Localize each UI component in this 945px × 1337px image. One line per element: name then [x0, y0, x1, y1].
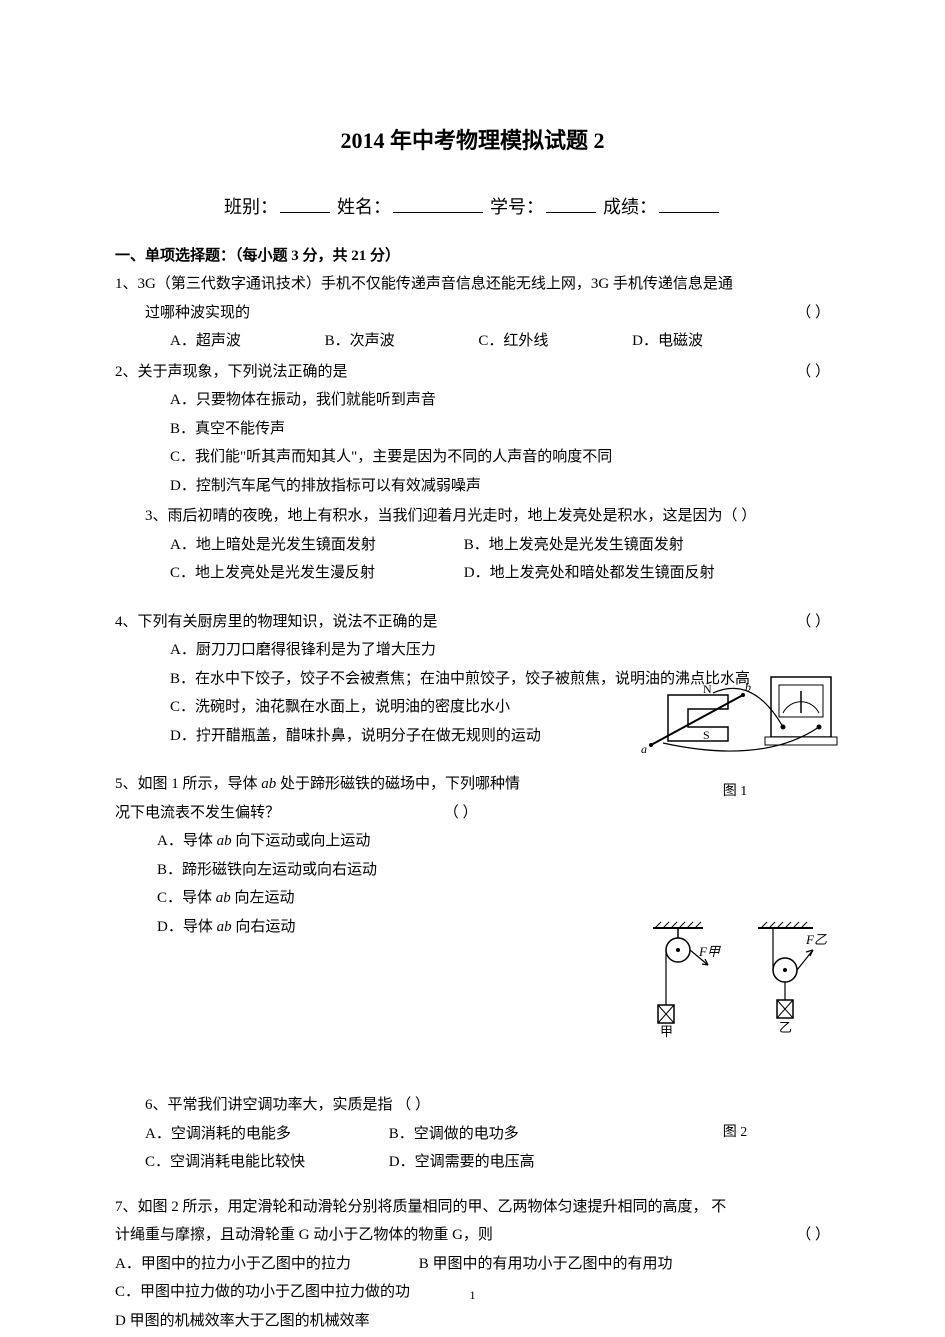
- fig2-yi-label: 乙: [779, 1020, 792, 1035]
- q1-opt-d: D．电磁波: [632, 327, 703, 356]
- q7-opt-a: A．甲图中的拉力小于乙图中的拉力: [115, 1250, 415, 1279]
- name-blank: [393, 195, 483, 213]
- q4-paren: （ ）: [796, 608, 830, 637]
- q1-opt-b: B．次声波: [325, 327, 395, 356]
- fig1-n-label: N: [703, 682, 712, 696]
- section-1-header: 一、单项选择题：（每小题 3 分，共 21 分）: [115, 242, 830, 271]
- q5-opt-c: C．导体 ab 向左运动: [115, 884, 595, 913]
- q4-opt-a: A．厨刀刀口磨得很锋利是为了增大压力: [115, 636, 830, 665]
- q6-opt-a: A．空调消耗的电能多: [145, 1120, 385, 1149]
- student-info-line: 班别： 姓名： 学号： 成绩：: [115, 190, 830, 224]
- fig2-f2-label: F乙: [805, 932, 827, 947]
- q6-row2: C．空调消耗电能比较快 D．空调需要的电压高: [115, 1148, 830, 1177]
- fig1-a-label: a: [641, 742, 647, 756]
- figure-2-caption: 图 2: [640, 1120, 830, 1147]
- figure-1: N S a b 图 1: [630, 665, 840, 806]
- q3-row2: C．地上发亮处是光发生漫反射 D．地上发亮处和暗处都发生镜面反射: [115, 559, 830, 588]
- q3-opt-d: D．地上发亮处和暗处都发生镜面反射: [464, 565, 715, 581]
- q5-paren: （ ）: [444, 805, 478, 821]
- q2-text: 2、关于声现象，下列说法正确的是 （ ）: [115, 358, 830, 387]
- q2-opt-b: B．真空不能传声: [115, 415, 830, 444]
- fig1-s-label: S: [703, 728, 710, 742]
- q1-opt-a: A．超声波: [170, 327, 241, 356]
- q1-options: A．超声波 B．次声波 C．红外线 D．电磁波: [115, 327, 830, 356]
- class-blank: [280, 195, 330, 213]
- score-blank: [659, 195, 719, 213]
- question-1: 1、3G（第三代数字通讯技术）手机不仅能传递声音信息还能无线上网，3G 手机传递…: [115, 270, 830, 356]
- q6-opt-d: D．空调需要的电压高: [389, 1154, 535, 1170]
- q5-opt-d: D．导体 ab 向右运动: [115, 913, 595, 942]
- page-number: 1: [470, 1284, 476, 1307]
- id-blank: [546, 195, 596, 213]
- page-title: 2014 年中考物理模拟试题 2: [115, 120, 830, 162]
- q7-line2: 计绳重与摩擦，且动滑轮重 G 动小于乙物体的物重 G，则 （ ）: [115, 1221, 830, 1250]
- q7-opt-b: B 甲图中的有用功小于乙图中的有用功: [419, 1256, 673, 1272]
- q2-opt-c: C．我们能"听其声而知其人"，主要是因为不同的人声音的响度不同: [115, 443, 830, 472]
- question-2: 2、关于声现象，下列说法正确的是 （ ） A．只要物体在振动，我们就能听到声音 …: [115, 358, 830, 501]
- fig2-jia-label: 甲: [660, 1024, 673, 1039]
- id-label: 学号：: [490, 197, 544, 217]
- figure-2: F甲 甲 F乙 乙 图 2: [640, 920, 830, 1147]
- fig1-b-label: b: [745, 680, 751, 694]
- q5-opt-b: B．蹄形磁铁向左运动或向右运动: [115, 856, 595, 885]
- q1-line1: 1、3G（第三代数字通讯技术）手机不仅能传递声音信息还能无线上网，3G 手机传递…: [115, 270, 830, 299]
- score-label: 成绩：: [603, 197, 657, 217]
- figure-1-caption: 图 1: [630, 779, 840, 806]
- q7-line1: 7、如图 2 所示，用定滑轮和动滑轮分别将质量相同的甲、乙两物体匀速提升相同的高…: [115, 1193, 830, 1222]
- q3-opt-a: A．地上暗处是光发生镜面发射: [170, 531, 460, 560]
- q7-opt-d: D 甲图的机械效率大于乙图的机械效率: [115, 1307, 830, 1336]
- name-label: 姓名：: [337, 197, 391, 217]
- q7-row1: A．甲图中的拉力小于乙图中的拉力 B 甲图中的有用功小于乙图中的有用功: [115, 1250, 830, 1279]
- question-5: 5、如图 1 所示，导体 ab 处于蹄形磁铁的磁场中，下列哪种情 况下电流表不发…: [115, 770, 595, 941]
- question-3: 3、雨后初晴的夜晚，地上有积水，当我们迎着月光走时，地上发亮处是积水，这是因为（…: [115, 502, 830, 588]
- q5-line2: 况下电流表不发生偏转？ （ ）: [115, 799, 595, 828]
- q3-opt-c: C．地上发亮处是光发生漫反射: [170, 559, 460, 588]
- q3-row1: A．地上暗处是光发生镜面发射 B．地上发亮处是光发生镜面发射: [115, 531, 830, 560]
- q2-opt-d: D．控制汽车尾气的排放指标可以有效减弱噪声: [115, 472, 830, 501]
- q1-opt-c: C．红外线: [478, 327, 548, 356]
- figure-1-svg: N S a b: [633, 665, 838, 775]
- fig2-f1-label: F甲: [698, 944, 721, 959]
- q1-line2: 过哪种波实现的 （ ）: [115, 299, 830, 328]
- q3-opt-b: B．地上发亮处是光发生镜面发射: [464, 537, 684, 553]
- q6-opt-b: B．空调做的电功多: [389, 1126, 519, 1142]
- q1-paren: （ ）: [796, 299, 830, 328]
- q4-text: 4、下列有关厨房里的物理知识，说法不正确的是 （ ）: [115, 608, 830, 637]
- q3-text: 3、雨后初晴的夜晚，地上有积水，当我们迎着月光走时，地上发亮处是积水，这是因为（…: [115, 502, 830, 531]
- q7-paren: （ ）: [796, 1221, 830, 1250]
- q2-paren: （ ）: [796, 358, 830, 387]
- figure-2-svg: F甲 甲 F乙 乙: [643, 920, 828, 1040]
- q5-opt-a: A．导体 ab 向下运动或向上运动: [115, 827, 595, 856]
- q6-opt-c: C．空调消耗电能比较快: [145, 1148, 385, 1177]
- class-label: 班别：: [224, 197, 278, 217]
- q5-line1: 5、如图 1 所示，导体 ab 处于蹄形磁铁的磁场中，下列哪种情: [115, 770, 595, 799]
- question-7: 7、如图 2 所示，用定滑轮和动滑轮分别将质量相同的甲、乙两物体匀速提升相同的高…: [115, 1193, 830, 1336]
- q2-opt-a: A．只要物体在振动，我们就能听到声音: [115, 386, 830, 415]
